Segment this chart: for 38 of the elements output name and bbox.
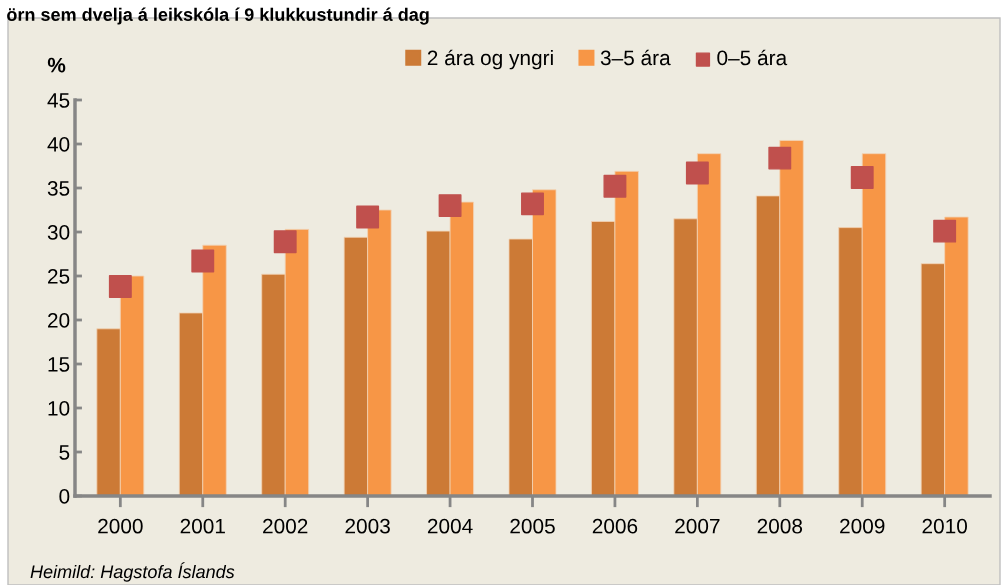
point xyxy=(850,165,874,189)
point xyxy=(521,192,544,216)
x-tick-label: 2008 xyxy=(757,518,803,534)
y-tick-label: 15 xyxy=(48,357,70,372)
y-tick-label: 30 xyxy=(47,225,70,240)
x-tick-label: 2009 xyxy=(840,518,885,534)
x-tick-label: 2005 xyxy=(510,518,555,534)
legend-label: 3–5 ára xyxy=(600,49,671,66)
y-tick-label: 25 xyxy=(48,269,70,284)
point xyxy=(273,230,297,254)
legend-label: 2 ára og yngri xyxy=(427,49,553,70)
y-tick-label: 45 xyxy=(47,93,70,108)
point xyxy=(191,249,215,273)
point xyxy=(768,146,792,170)
x-tick-label: 2002 xyxy=(263,518,308,534)
x-tick-label: 2001 xyxy=(180,518,225,534)
x-tick-label: 2010 xyxy=(922,518,968,534)
y-tick-label: 0 xyxy=(59,489,70,504)
y-tick-label: 35 xyxy=(47,181,70,196)
point xyxy=(685,161,709,185)
point xyxy=(438,194,462,218)
x-tick-label: 2006 xyxy=(592,518,638,534)
y-tick-label: 5 xyxy=(59,445,70,460)
legend-label: 0–5 ára xyxy=(717,49,788,66)
point xyxy=(356,205,380,229)
x-tick-label: 2000 xyxy=(98,518,143,534)
point xyxy=(933,219,957,243)
x-tick-label: 2004 xyxy=(427,518,473,534)
point xyxy=(108,275,132,299)
text: Heimild: Hagstofa Íslands xyxy=(30,562,235,582)
y-tick-label: 10 xyxy=(48,401,70,416)
point xyxy=(603,174,627,198)
y-tick-label: 20 xyxy=(48,313,70,328)
y-tick-label: 40 xyxy=(47,137,70,152)
x-tick-label: 2007 xyxy=(675,518,720,534)
y-axis-title: % xyxy=(47,57,66,73)
x-tick-label: 2003 xyxy=(345,518,390,534)
chart-title: örn sem dvelja á leikskóla í 9 klukkustundir á dag xyxy=(7,7,429,25)
